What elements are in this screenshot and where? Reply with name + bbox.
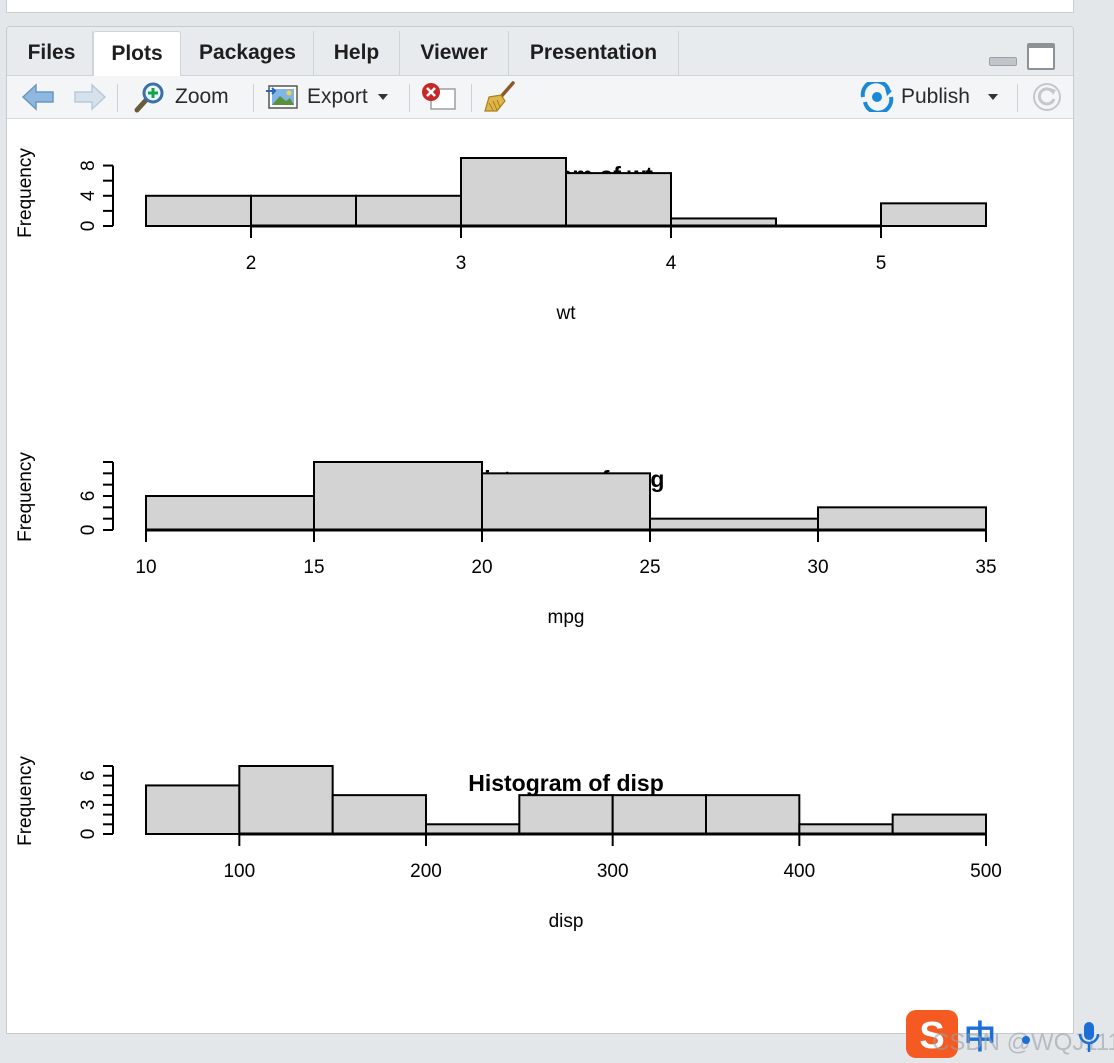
y-tick-label: 0 (78, 525, 99, 536)
y-tick-label: 8 (78, 160, 99, 171)
tab-bar: Files Plots Packages Help Viewer Present… (7, 27, 1073, 76)
zoom-label: Zoom (175, 85, 229, 108)
x-tick-label: 3 (456, 253, 467, 274)
broom-icon (484, 81, 515, 112)
histogram-plots: Histogram of wt2345wt048FrequencyHistogr… (15, 148, 1002, 932)
publish-icon (860, 82, 894, 112)
x-tick-label: 2 (246, 253, 257, 274)
x-tick-label: 20 (471, 557, 492, 578)
histogram-bar (238, 765, 334, 835)
histogram-bar (611, 794, 708, 836)
chevron-down-icon (987, 94, 998, 100)
toolbar-separator (1017, 84, 1018, 112)
histogram-bar (817, 506, 987, 532)
plot-viewer: Histogram of wt2345wt048FrequencyHistogr… (7, 119, 1073, 1033)
x-tick-label: 500 (970, 861, 1002, 882)
ime-status-icons: S 中 CSDN @WQJ1117 (906, 1010, 1114, 1058)
y-tick-label: 0 (78, 829, 99, 840)
plots-toolbar: Zoom Export (7, 76, 1073, 119)
toolbar-separator (409, 84, 410, 112)
forward-button[interactable] (73, 76, 107, 118)
histogram-bar (891, 813, 988, 835)
ime-punctuation-icon (1022, 1036, 1030, 1044)
tab-help[interactable]: Help (314, 31, 400, 75)
y-tick-label: 4 (78, 190, 99, 201)
x-tick-label: 300 (597, 861, 629, 882)
y-tick-label: 3 (78, 800, 99, 811)
histogram-bar (331, 794, 427, 836)
upper-pane-edge (6, 0, 1074, 13)
toolbar-separator (253, 84, 254, 112)
y-tick-label: 6 (78, 770, 99, 781)
x-tick-label: 30 (807, 557, 828, 578)
export-label: Export (307, 85, 368, 108)
x-tick-label: 200 (410, 861, 442, 882)
x-tick-label: 4 (666, 253, 677, 274)
x-axis-label: disp (549, 911, 584, 932)
ime-mode-char: 中 (964, 1019, 996, 1055)
chevron-down-icon (377, 94, 388, 100)
zoom-button[interactable]: Zoom (133, 76, 229, 118)
sogou-logo-icon: S (906, 1010, 958, 1058)
x-tick-label: 25 (639, 557, 660, 578)
histogram-bar (518, 794, 614, 836)
plots-pane: Files Plots Packages Help Viewer Present… (6, 26, 1074, 1034)
tab-packages[interactable]: Packages (182, 31, 314, 75)
x-tick-label: 400 (783, 861, 815, 882)
publish-button[interactable]: Publish (859, 76, 998, 118)
minimize-pane-icon[interactable] (989, 57, 1017, 66)
maximize-pane-icon[interactable] (1027, 43, 1055, 70)
x-tick-label: 5 (876, 253, 887, 274)
histogram-bar (481, 472, 651, 532)
histogram-bar (355, 194, 462, 227)
tab-presentation[interactable]: Presentation (509, 31, 679, 75)
histogram-bar (313, 461, 483, 531)
histogram-bar (649, 517, 819, 531)
tab-plots[interactable]: Plots (93, 31, 181, 76)
histogram-bar (145, 495, 315, 531)
ime-toolbar: S 中 CSDN @WQJ1117 (904, 1006, 1114, 1058)
x-tick-label: 15 (303, 557, 324, 578)
remove-plot-button[interactable] (419, 76, 457, 118)
clear-all-plots-button[interactable] (483, 76, 517, 118)
y-tick-label: 6 (78, 491, 99, 502)
tab-viewer[interactable]: Viewer (400, 31, 509, 75)
x-tick-label: 100 (223, 861, 255, 882)
x-axis-label: wt (556, 303, 577, 324)
publish-label: Publish (901, 85, 970, 108)
y-axis-label: Frequency (15, 148, 36, 238)
back-arrow-icon (21, 83, 54, 111)
histogram-bar (460, 157, 567, 227)
x-tick-label: 10 (135, 557, 156, 578)
refresh-button[interactable] (1031, 76, 1063, 118)
zoom-magnifier-icon (134, 82, 164, 113)
x-axis-label: mpg (548, 607, 585, 628)
histogram-bar (705, 794, 801, 836)
ime-logo-letter: S (919, 1015, 944, 1057)
histogram-title: Histogram of disp (468, 770, 664, 796)
x-tick-label: 35 (975, 557, 996, 578)
histogram-bar (565, 172, 672, 227)
export-image-icon (266, 85, 298, 109)
tab-files[interactable]: Files (11, 31, 93, 75)
microphone-icon (1078, 1022, 1100, 1052)
toolbar-separator (471, 84, 472, 112)
y-axis-label: Frequency (15, 452, 36, 542)
histogram-bar (250, 194, 357, 227)
y-axis-label: Frequency (15, 756, 36, 846)
export-button[interactable]: Export (265, 76, 388, 118)
histogram-bar (880, 202, 987, 228)
histogram-bar (145, 194, 252, 227)
y-tick-label: 0 (78, 221, 99, 232)
histogram-bar (145, 784, 241, 836)
remove-plot-icon (422, 83, 456, 110)
toolbar-separator (117, 84, 118, 112)
refresh-icon (1033, 83, 1061, 111)
forward-arrow-icon (74, 83, 107, 111)
back-button[interactable] (21, 76, 55, 118)
